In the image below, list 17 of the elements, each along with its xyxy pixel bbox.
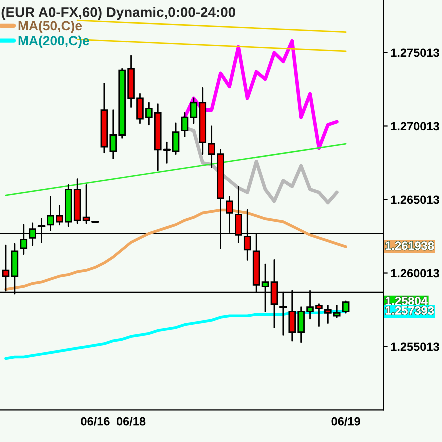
text: 1.25804 <box>386 297 428 306</box>
candlestick <box>342 300 350 314</box>
y-tick-label: 1.255013 <box>391 342 440 352</box>
legend-label: MA(200,C)e <box>18 36 90 48</box>
y-tick-label: 1.260013 <box>391 269 440 278</box>
x-tick-label: 06/18 <box>116 417 146 426</box>
candlestick <box>181 112 189 138</box>
y-tick-label: 1.270013 <box>391 122 440 131</box>
x-tick-label: 06/19 <box>332 417 360 426</box>
y-tick-label: 1.265013 <box>391 196 440 204</box>
y-tick-label: 1.275013 <box>391 48 440 58</box>
legend-label: MA(50,C)e <box>18 20 82 34</box>
x-tick-label: 06/16 <box>81 417 110 426</box>
candlestick <box>82 184 90 224</box>
chart-title: (EUR A0-FX,60) Dynamic,0:00-24:00 <box>2 7 236 20</box>
text: 1.261938 <box>386 242 434 250</box>
text: 1.257393 <box>386 306 434 315</box>
